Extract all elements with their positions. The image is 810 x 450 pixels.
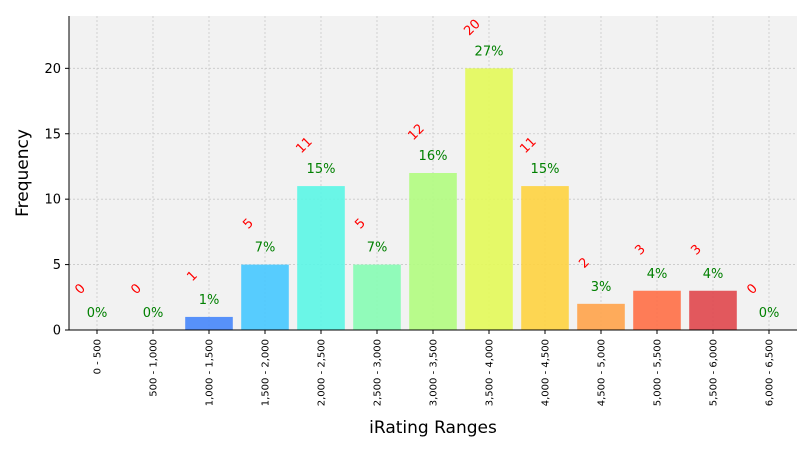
bar (297, 186, 345, 330)
percent-label: 7% (367, 241, 388, 256)
bar (409, 173, 457, 330)
percent-label: 0% (759, 306, 780, 321)
y-tick-label: 15 (44, 127, 61, 142)
x-tick-label: 500 - 1,000 (149, 339, 160, 397)
x-tick-label: 4,500 - 5,000 (597, 339, 608, 406)
percent-label: 16% (419, 149, 448, 164)
x-tick-label: 1,000 - 1,500 (205, 339, 216, 406)
bar (577, 303, 625, 330)
percent-label: 7% (255, 241, 276, 256)
bar (353, 264, 401, 330)
percent-label: 1% (199, 293, 220, 308)
y-axis-title: Frequency (13, 129, 33, 217)
percent-label: 27% (475, 44, 504, 59)
y-tick-label: 5 (53, 258, 61, 273)
x-tick-label: 3,500 - 4,000 (485, 339, 496, 406)
bar (689, 290, 737, 330)
y-tick-label: 20 (44, 62, 61, 77)
x-tick-label: 6,000 - 6,500 (765, 339, 776, 406)
bar (241, 264, 289, 330)
x-tick-label: 2,000 - 2,500 (317, 339, 328, 406)
percent-label: 15% (307, 162, 336, 177)
percent-label: 15% (531, 162, 560, 177)
bar (633, 290, 681, 330)
x-axis-title: iRating Ranges (369, 418, 497, 438)
x-tick-label: 4,000 - 4,500 (541, 339, 552, 406)
bar (185, 316, 233, 330)
x-tick-label: 1,500 - 2,000 (261, 339, 272, 406)
percent-label: 3% (591, 280, 612, 295)
x-tick-label: 5,000 - 5,500 (653, 339, 664, 406)
bars (185, 68, 737, 330)
x-tick-label: 2,500 - 3,000 (373, 339, 384, 406)
y-tick-label: 10 (44, 193, 61, 208)
bar (521, 186, 569, 330)
percent-label: 0% (143, 306, 164, 321)
y-tick-label: 0 (53, 324, 61, 339)
percent-label: 4% (647, 267, 668, 282)
percent-label: 4% (703, 267, 724, 282)
percent-label: 0% (87, 306, 108, 321)
axes: 0 5 10 15 20 0 - 500 500 - 1,000 1,000 - 1,500 1… (44, 16, 797, 406)
x-tick-label: 5,500 - 6,000 (709, 339, 720, 406)
x-tick-label: 0 - 500 (93, 339, 104, 374)
bar (465, 68, 513, 330)
x-tick-label: 3,000 - 3,500 (429, 339, 440, 406)
